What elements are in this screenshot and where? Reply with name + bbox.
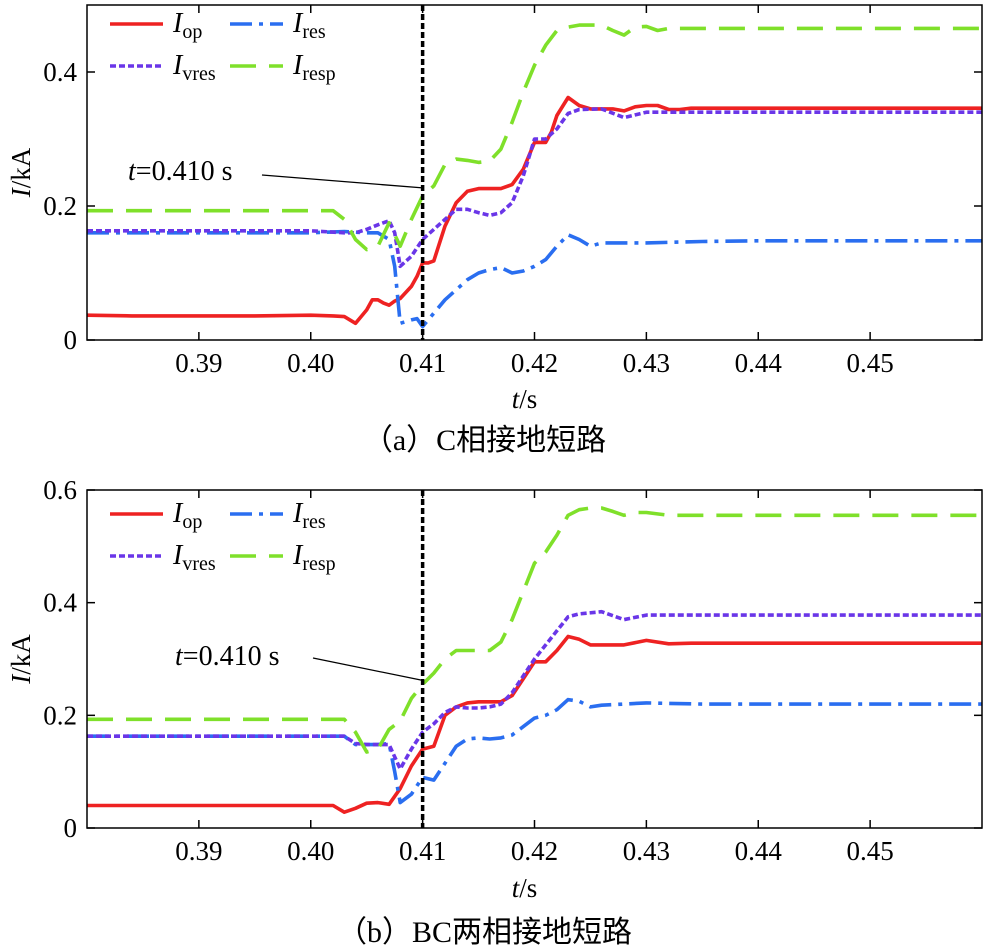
series-line-op: [87, 95, 982, 326]
y-tick-label: 0.2: [43, 700, 77, 730]
x-tick-label: 0.40: [287, 348, 334, 378]
legend-label-op: Iop: [172, 498, 202, 533]
annotation-text: t=0.410 s: [175, 641, 279, 672]
y-axis-label: I/kA: [6, 634, 36, 685]
annotation-text: t=0.410 s: [128, 156, 232, 187]
x-tick-label: 0.44: [735, 836, 783, 866]
x-tick-label: 0.43: [623, 348, 670, 378]
y-axis-label: I/kA: [6, 147, 36, 198]
series-line-resp: [87, 23, 982, 252]
x-tick-label: 0.41: [399, 836, 446, 866]
series-line-res: [87, 697, 982, 805]
legend-label-op: Iop: [172, 8, 202, 43]
x-axis-label: t/s: [512, 873, 538, 903]
x-tick-label: 0.39: [175, 836, 222, 866]
annotation-leader: [312, 657, 423, 682]
legend-label-vres: Ivres: [172, 540, 216, 575]
legend-label-resp: Iresp: [292, 540, 336, 575]
y-tick-label: 0.4: [43, 588, 77, 618]
x-tick-label: 0.44: [735, 348, 783, 378]
x-tick-label: 0.43: [623, 836, 670, 866]
panel-b: 0.39 0.40 0.41 0.42 0.43 0.44 0.45 0 0.2 0.4 0.6 I/…: [6, 475, 983, 949]
x-tick-label: 0.42: [511, 836, 558, 866]
y-tick-label: 0: [64, 325, 78, 355]
x-tick-label: 0.39: [175, 348, 222, 378]
x-tick-label: 0.40: [287, 836, 334, 866]
x-tick-label: 0.45: [847, 836, 894, 866]
legend-label-vres: Ivres: [172, 50, 216, 85]
y-tick-label: 0.6: [43, 475, 77, 505]
x-tick-label: 0.42: [511, 348, 558, 378]
panel-caption: （a）C相接地短路: [363, 424, 606, 457]
y-tick-label: 0.2: [43, 191, 77, 221]
series-line-vres: [87, 107, 982, 269]
legend-label-resp: Iresp: [292, 50, 336, 85]
panel-caption: （b）BC两相接地短路: [337, 916, 632, 949]
series-line-vres: [87, 609, 982, 771]
legend-label-res: Ires: [292, 8, 326, 43]
panel-a: 0.39 0.40 0.41 0.42 0.43 0.44 0.45 0 0.2 0.4 I/kA t…: [6, 4, 983, 457]
x-tick-label: 0.41: [399, 348, 446, 378]
series-line-res: [87, 229, 982, 329]
x-axis-label: t/s: [512, 384, 538, 414]
series-line-resp: [87, 506, 982, 754]
y-tick-label: 0.4: [43, 57, 77, 87]
y-tick-label: 0: [64, 813, 78, 843]
legend-label-res: Ires: [292, 498, 326, 533]
x-tick-label: 0.45: [847, 348, 894, 378]
annotation-leader: [261, 174, 423, 189]
